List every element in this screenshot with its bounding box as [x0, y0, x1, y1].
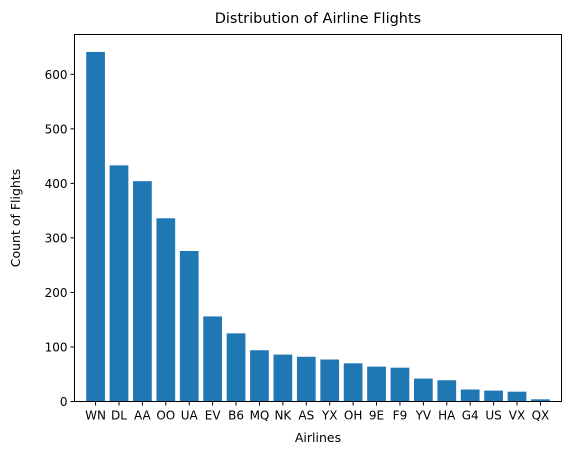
bar-g4 [460, 389, 480, 402]
x-tick-label: F9 [393, 409, 408, 423]
bar-yx [320, 359, 340, 402]
x-tick-label: UA [181, 409, 199, 423]
bar-mq [250, 350, 269, 402]
bar-ua [179, 250, 199, 402]
bars [86, 51, 550, 402]
plot-frame [74, 34, 562, 402]
y-axis-label: Count of Flights [8, 169, 23, 268]
y-ticks: 0 100 200 300 400 500 600 [45, 68, 75, 409]
chart-title: Distribution of Airline Flights [215, 11, 422, 27]
x-tick-label: OH [344, 409, 362, 423]
x-tick-label: NK [274, 409, 292, 423]
y-tick-label: 300 [45, 231, 68, 245]
x-tick-label: US [485, 409, 501, 423]
y-tick-label: 200 [45, 286, 68, 300]
x-tick-label: DL [111, 409, 127, 423]
bar-wn [86, 51, 105, 402]
bar-nk [273, 354, 293, 402]
bar-us [484, 390, 503, 402]
bar-9e [367, 366, 386, 402]
bar-vx [507, 391, 527, 402]
bar-b6 [226, 333, 246, 402]
x-tick-label: OO [156, 409, 175, 423]
x-tick-label: WN [85, 409, 106, 423]
x-tick-label: EV [205, 409, 222, 423]
y-tick-label: 500 [45, 122, 68, 136]
x-tick-label: AA [134, 409, 152, 423]
bar-yv [414, 378, 433, 402]
bar-as [296, 356, 316, 402]
bar-ev [203, 316, 222, 402]
x-tick-label: YV [415, 409, 432, 423]
x-tick-label: YX [321, 409, 338, 423]
x-tick-label: QX [532, 409, 550, 423]
x-axis-label: Airlines [295, 430, 341, 445]
bar-ha [437, 380, 457, 402]
y-tick-label: 600 [45, 68, 68, 82]
x-tick-label: VX [509, 409, 525, 423]
bar-aa [133, 181, 152, 402]
bar-oo [156, 218, 176, 402]
y-tick-label: 400 [45, 177, 68, 191]
x-tick-label: 9E [369, 409, 384, 423]
x-tick-label: MQ [250, 409, 270, 423]
x-ticks: WN DL AA OO UA EV B6 MQ NK AS YX OH 9E F9 YV HA G4 US VX QX [85, 401, 550, 423]
x-tick-label: HA [438, 409, 456, 423]
x-tick-label: B6 [228, 409, 244, 423]
bar-f9 [390, 367, 410, 402]
bar-oh [343, 363, 363, 402]
x-tick-label: AS [298, 409, 314, 423]
bar-dl [109, 165, 129, 402]
y-tick-label: 0 [60, 395, 68, 409]
bar-qx [531, 399, 550, 402]
y-tick-label: 100 [45, 340, 68, 354]
x-tick-label: G4 [462, 409, 479, 423]
